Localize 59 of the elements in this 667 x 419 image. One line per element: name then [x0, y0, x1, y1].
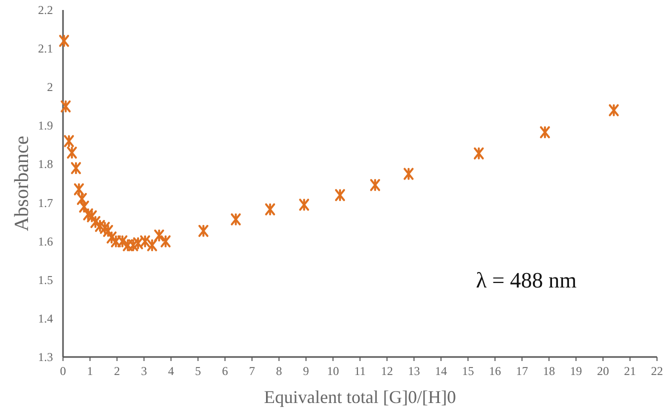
x-tick-label: 2 [114, 364, 120, 378]
x-tick-label: 13 [408, 364, 420, 378]
x-tick-label: 17 [516, 364, 528, 378]
point [59, 34, 70, 47]
y-axis-title: Absorbance [11, 136, 33, 232]
point [608, 104, 619, 116]
point [154, 230, 164, 242]
x-tick-label: 16 [489, 364, 501, 378]
point [160, 235, 171, 248]
y-tick-label: 1.9 [38, 118, 53, 133]
x-tick-label: 7 [249, 364, 255, 378]
x-tick-label: 18 [543, 364, 555, 378]
x-tick-label: 12 [381, 364, 393, 378]
point [133, 237, 144, 250]
x-tick-label: 10 [327, 364, 339, 378]
x-tick-label: 21 [624, 364, 636, 378]
point [404, 168, 414, 180]
point [94, 220, 105, 232]
point [147, 239, 158, 252]
y-tick-label: 1.7 [38, 196, 53, 210]
x-tick-label: 5 [195, 364, 201, 378]
point [265, 203, 276, 216]
y-tick-label: 1.8 [38, 157, 53, 172]
point [140, 235, 150, 248]
x-axis-title: Equivalent total [G]0/[H]0 [264, 387, 456, 407]
annotation: λ = 488 nm [476, 268, 577, 293]
y-tick-label: 1.3 [38, 350, 53, 364]
x-tick-label: 3 [141, 364, 147, 378]
x-tick-label: 22 [651, 364, 663, 378]
x-tick-label: 8 [276, 364, 282, 378]
point [90, 216, 100, 228]
point [117, 235, 128, 248]
point [128, 239, 138, 252]
point [335, 189, 346, 202]
x-tick-label: 15 [462, 364, 474, 378]
x-tick-label: 6 [222, 364, 228, 378]
y-tick-label: 1.6 [38, 234, 53, 248]
point [474, 147, 484, 160]
point [370, 179, 380, 192]
y-tick-label: 2.1 [38, 42, 53, 56]
point [70, 162, 81, 174]
y-tick-label: 2 [47, 80, 53, 94]
x-tick-label: 14 [435, 364, 447, 378]
x-tick-label: 9 [303, 364, 309, 378]
x-tick-label: 0 [60, 364, 66, 378]
y-tick-label: 2.2 [38, 3, 53, 17]
x-tick-label: 1 [87, 364, 93, 378]
point [540, 126, 550, 138]
point [122, 239, 133, 252]
x-tick-label: 19 [570, 364, 582, 378]
x-tick-label: 20 [597, 364, 609, 378]
point [60, 100, 71, 112]
y-tick-label: 1.4 [38, 311, 53, 326]
point [198, 224, 208, 237]
point [230, 213, 241, 226]
x-tick-label: 4 [168, 364, 174, 378]
point [299, 198, 310, 211]
y-tick-label: 1.5 [38, 272, 53, 287]
x-tick-label: 11 [354, 364, 366, 378]
